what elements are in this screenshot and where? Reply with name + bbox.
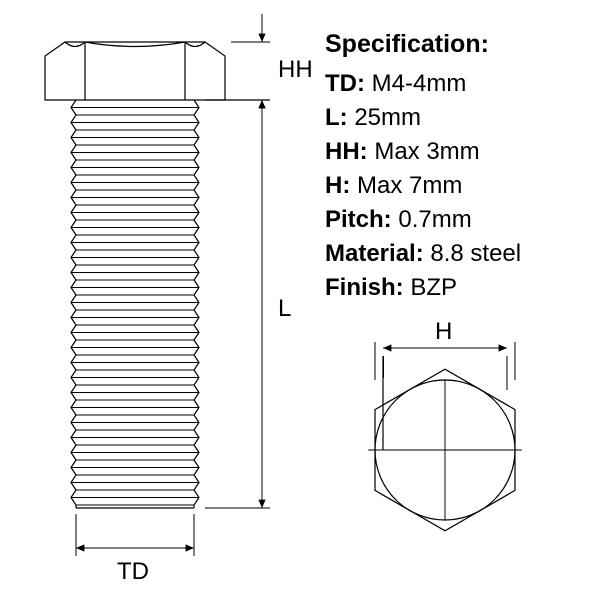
spec-val: 0.7mm [392, 206, 472, 233]
spec-key: HH: [325, 138, 368, 165]
spec-key: H: [325, 172, 350, 199]
spec-key: TD: [325, 70, 365, 97]
label-h: H [435, 318, 452, 346]
spec-row: L: 25mm [325, 101, 585, 135]
spec-block: Specification: TD: M4-4mmL: 25mmHH: Max … [325, 30, 585, 305]
spec-row: Finish: BZP [325, 271, 585, 305]
spec-row: HH: Max 3mm [325, 135, 585, 169]
diagram-page: HH L TD H Specification: TD: M4-4mmL: 25… [0, 0, 600, 600]
spec-row: TD: M4-4mm [325, 67, 585, 101]
spec-row: Material: 8.8 steel [325, 237, 585, 271]
label-hh: HH [278, 56, 313, 84]
spec-title: Specification: [325, 30, 585, 59]
spec-row: Pitch: 0.7mm [325, 203, 585, 237]
spec-val: Max 3mm [368, 138, 480, 165]
spec-row: H: Max 7mm [325, 169, 585, 203]
spec-val: BZP [404, 274, 457, 301]
spec-key: Finish: [325, 274, 404, 301]
spec-key: Material: [325, 240, 424, 267]
spec-val: 8.8 steel [424, 240, 521, 267]
spec-val: M4-4mm [365, 70, 466, 97]
spec-key: Pitch: [325, 206, 392, 233]
label-l: L [278, 295, 291, 323]
spec-val: Max 7mm [350, 172, 462, 199]
spec-key: L: [325, 104, 348, 131]
spec-val: 25mm [348, 104, 421, 131]
label-td: TD [117, 558, 149, 586]
